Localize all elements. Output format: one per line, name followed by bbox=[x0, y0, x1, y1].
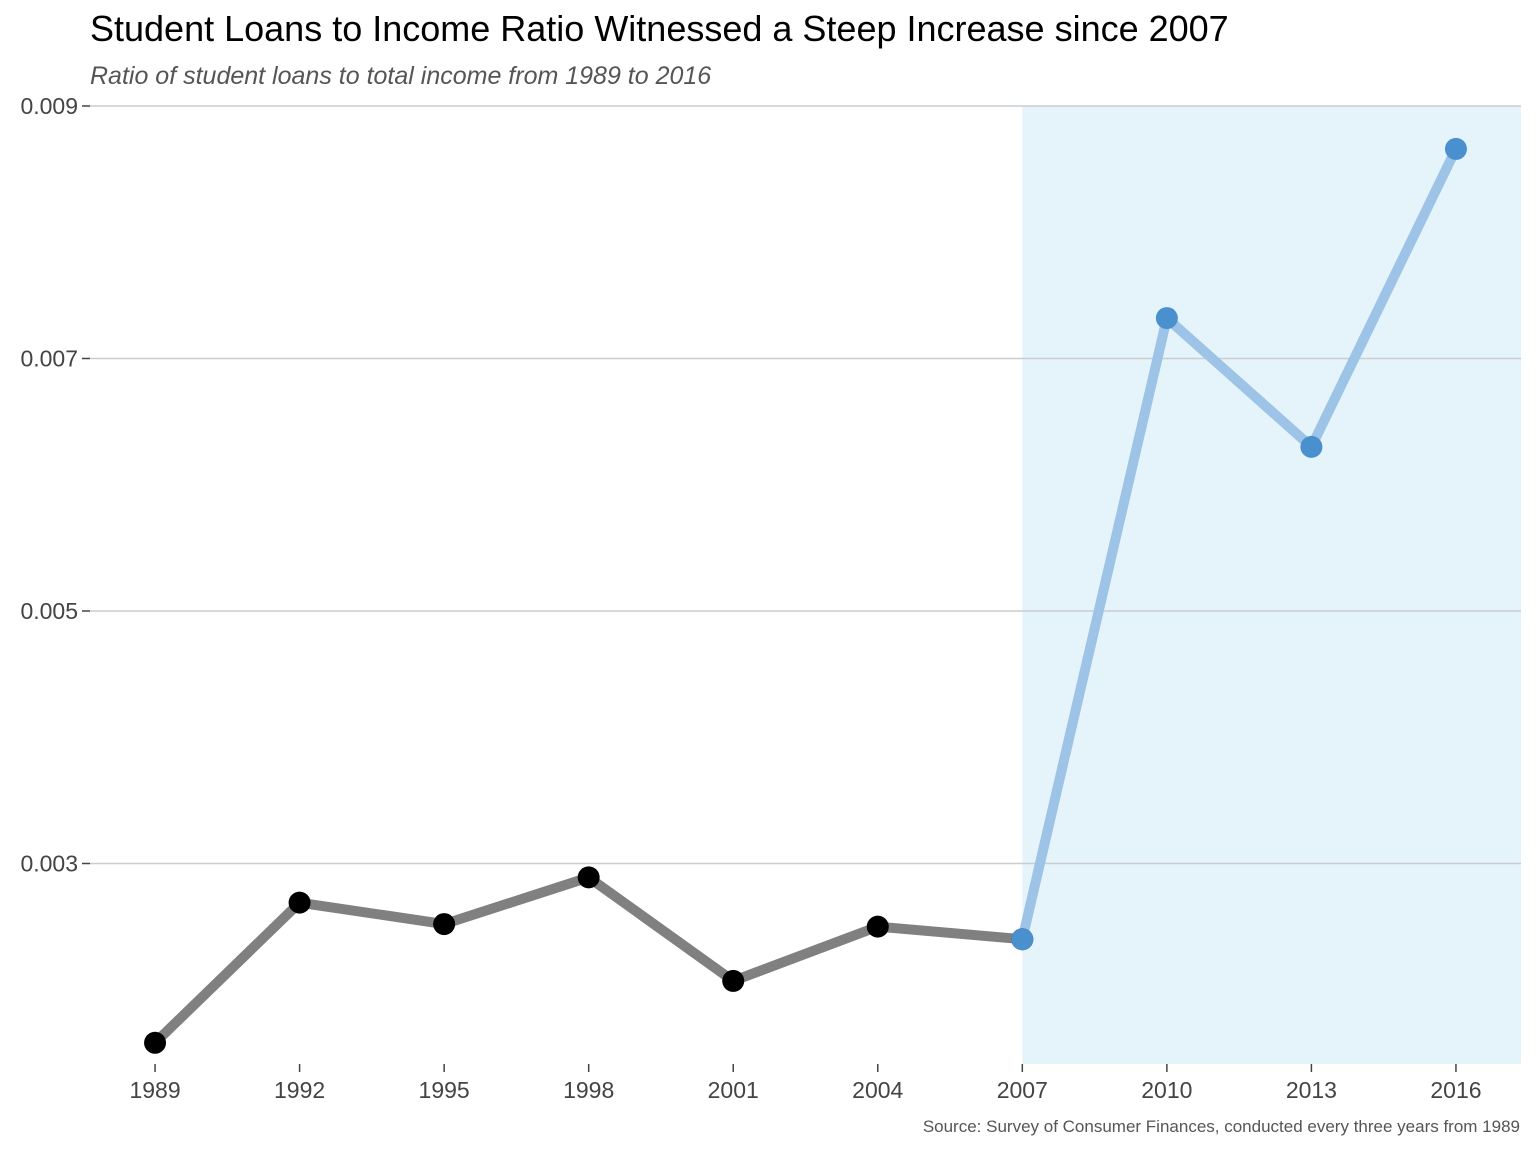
data-point-2001 bbox=[722, 969, 745, 992]
data-point-1992 bbox=[288, 891, 311, 914]
data-point-2007 bbox=[1011, 928, 1034, 951]
axis-layer: 0.003 0.005 0.007 0.009 1989 1992 1995 1998 2001… bbox=[20, 93, 1481, 1103]
highlight-region bbox=[1022, 106, 1521, 1064]
y-tick-label-0.005: 0.005 bbox=[20, 598, 78, 624]
x-tick-label-2007: 2007 bbox=[997, 1077, 1048, 1103]
x-tick-label-2001: 2001 bbox=[708, 1077, 759, 1103]
x-tick-label-1998: 1998 bbox=[563, 1077, 614, 1103]
highlight-region-layer bbox=[1022, 106, 1521, 1064]
x-tick-label-2013: 2013 bbox=[1286, 1077, 1337, 1103]
y-tick-label-0.009: 0.009 bbox=[20, 93, 78, 119]
x-tick-label-2004: 2004 bbox=[852, 1077, 903, 1103]
data-point-1989 bbox=[144, 1031, 167, 1054]
gridlines-layer bbox=[90, 105, 1521, 865]
data-point-2010 bbox=[1155, 307, 1178, 330]
series-line-after-2007 bbox=[1017, 146, 1461, 941]
data-point-1998 bbox=[577, 866, 600, 889]
chart-caption: Source: Survey of Consumer Finances, con… bbox=[922, 1117, 1520, 1136]
x-tick-label-1995: 1995 bbox=[419, 1077, 470, 1103]
chart-subtitle: Ratio of student loans to total income f… bbox=[90, 62, 712, 90]
x-tick-label-1992: 1992 bbox=[274, 1077, 325, 1103]
x-tick-label-2010: 2010 bbox=[1141, 1077, 1192, 1103]
data-point-2016 bbox=[1444, 137, 1467, 160]
data-points-layer bbox=[144, 137, 1467, 1054]
data-point-2013 bbox=[1300, 435, 1323, 458]
y-tick-label-0.003: 0.003 bbox=[20, 851, 78, 877]
x-tick-label-1989: 1989 bbox=[129, 1077, 180, 1103]
x-tick-label-2016: 2016 bbox=[1430, 1077, 1481, 1103]
series-line-before-2007 bbox=[151, 872, 1023, 1047]
y-tick-label-0.007: 0.007 bbox=[20, 346, 78, 372]
data-point-2004 bbox=[866, 915, 889, 938]
data-point-1995 bbox=[433, 913, 456, 936]
chart-title: Student Loans to Income Ratio Witnessed … bbox=[90, 8, 1229, 49]
